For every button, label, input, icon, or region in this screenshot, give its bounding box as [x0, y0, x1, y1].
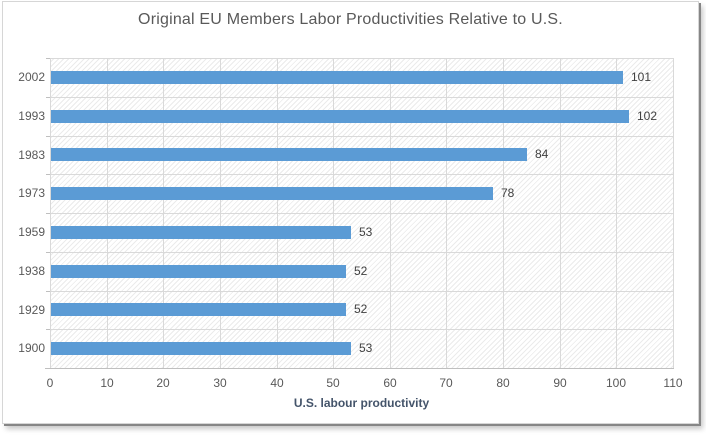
bar-value-label: 101	[631, 70, 652, 84]
bar-value-label: 84	[535, 147, 549, 161]
bar	[51, 110, 629, 123]
bar	[51, 71, 623, 84]
bar-value-label: 53	[359, 225, 373, 239]
horizontal-gridline	[50, 329, 673, 330]
y-axis-label: 1993	[18, 109, 45, 123]
x-tick-label: 0	[46, 376, 54, 390]
bar	[51, 148, 527, 161]
y-axis-label: 1983	[18, 148, 45, 162]
x-axis-line	[45, 368, 674, 369]
chart-frame: Original EU Members Labor Productivities…	[2, 1, 699, 424]
horizontal-gridline	[50, 97, 673, 98]
bar-value-label: 78	[501, 186, 515, 200]
bar-value-label: 52	[354, 264, 368, 278]
y-axis-tick	[46, 97, 50, 98]
y-axis-label: 1973	[18, 186, 45, 200]
bar-value-label: 52	[354, 302, 368, 316]
x-tick-label: 100	[605, 376, 627, 390]
y-axis-tick	[46, 174, 50, 175]
bar-value-label: 53	[359, 341, 373, 355]
x-tick-label: 20	[156, 376, 170, 390]
x-tick-label: 90	[553, 376, 567, 390]
horizontal-gridline	[50, 213, 673, 214]
y-axis-tick	[46, 252, 50, 253]
y-axis-label: 1959	[18, 225, 45, 239]
x-tick-label: 10	[100, 376, 114, 390]
horizontal-gridline	[50, 174, 673, 175]
y-axis-label: 2002	[18, 70, 45, 84]
plot-area: 101 102 84 78 53 52 52 53	[50, 58, 674, 369]
y-axis-label: 1900	[18, 341, 45, 355]
horizontal-gridline	[50, 252, 673, 253]
x-tick-label: 50	[326, 376, 340, 390]
bar	[51, 226, 351, 239]
bar	[51, 303, 346, 316]
x-tick-label: 110	[663, 376, 683, 390]
y-axis-tick	[46, 329, 50, 330]
y-axis-tick	[46, 213, 50, 214]
y-axis-tick	[46, 291, 50, 292]
bar	[51, 342, 351, 355]
x-tick-label: 70	[439, 376, 453, 390]
bar	[51, 187, 493, 200]
chart-title: Original EU Members Labor Productivities…	[138, 11, 563, 28]
bar	[51, 265, 346, 278]
y-axis-tick	[46, 136, 50, 137]
x-tick-label: 40	[270, 376, 284, 390]
x-tick-label: 60	[383, 376, 397, 390]
y-axis-label: 1938	[18, 264, 45, 278]
x-axis-title: U.S. labour productivity	[293, 396, 430, 410]
bar-value-label: 102	[637, 109, 658, 123]
horizontal-gridline	[50, 291, 673, 292]
y-axis-tick	[46, 58, 50, 59]
y-axis-label: 1929	[18, 303, 45, 317]
x-tick-label: 80	[496, 376, 510, 390]
horizontal-gridline	[50, 136, 673, 137]
vertical-gridline	[673, 58, 674, 368]
x-tick-label: 30	[213, 376, 227, 390]
horizontal-gridline	[50, 58, 673, 59]
